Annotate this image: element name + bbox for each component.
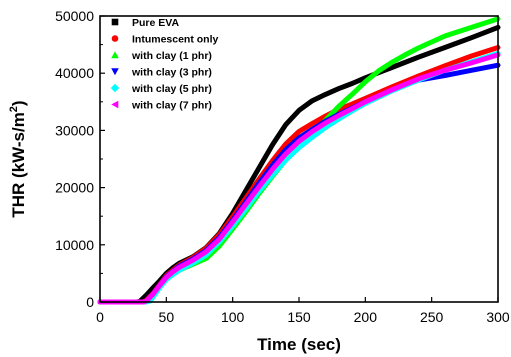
y-tick-label: 40000 [55, 65, 94, 81]
legend-label-2: Intumescent only [132, 34, 219, 46]
legend-label-4: with clay (3 phr) [131, 67, 212, 79]
x-tick-label: 300 [486, 309, 510, 325]
y-axis-title-main: THR (kW-s/m [9, 112, 28, 217]
x-tick-label: 250 [420, 309, 444, 325]
legend-marker-3 [111, 51, 119, 59]
x-tick-label: 0 [96, 309, 104, 325]
y-tick-label: 20000 [55, 180, 94, 196]
legend-label-1: Pure EVA [132, 17, 179, 29]
y-tick-label: 0 [86, 294, 94, 310]
y-axis-title: THR (kW-s/m2) [8, 100, 28, 217]
y-axis-title-sup: 2 [8, 106, 20, 112]
legend-label-5: with clay (5 phr) [131, 83, 212, 95]
legend: Pure EVA Intumescent only with clay (1 phr… [110, 17, 219, 112]
y-axis-title-end: ) [9, 100, 28, 106]
x-tick-label: 100 [221, 309, 245, 325]
legend-label-3: with clay (1 phr) [131, 50, 212, 62]
legend-marker-1 [111, 18, 119, 26]
y-tick-label: 10000 [55, 237, 94, 253]
x-tick-label: 200 [354, 309, 378, 325]
series-layer [97, 16, 501, 305]
legend-marker-2 [111, 35, 119, 42]
legend-marker-5 [110, 83, 120, 93]
legend-label-6: with clay (7 phr) [131, 100, 212, 112]
legend-marker-6 [111, 100, 119, 109]
y-tick-label: 30000 [55, 122, 94, 138]
series-line-6 [97, 52, 501, 305]
tick-layer: 0 50 100 150 200 250 300 0 10000 20000 30000 40000 5… [55, 8, 510, 325]
x-tick-label: 150 [287, 309, 311, 325]
legend-marker-4 [111, 68, 119, 76]
y-tick-label: 50000 [55, 8, 94, 24]
x-axis-title: Time (sec) [257, 335, 341, 354]
x-tick-label: 50 [159, 309, 175, 325]
